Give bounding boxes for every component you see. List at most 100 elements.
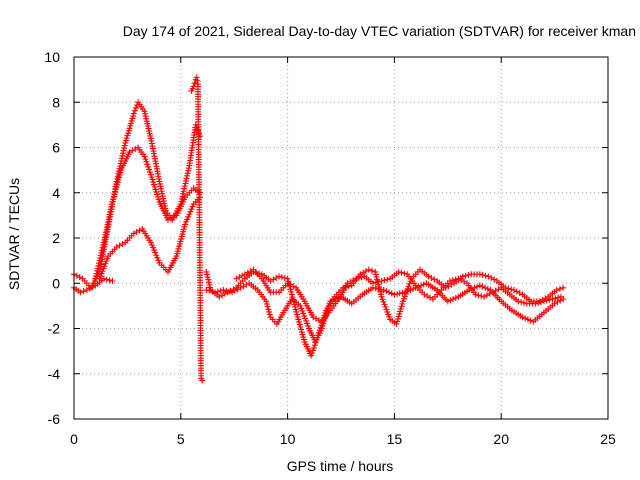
data-point-trail xyxy=(440,280,451,291)
data-point-trail xyxy=(500,286,511,296)
data-point-trail xyxy=(73,272,83,281)
data-point-trail xyxy=(253,269,263,277)
data-point-trail xyxy=(337,282,350,300)
data-point xyxy=(130,110,137,117)
data-point-trail xyxy=(405,273,418,287)
data-point xyxy=(402,289,409,296)
data-point xyxy=(459,273,466,280)
data-point xyxy=(211,289,218,296)
data-point-trail xyxy=(270,274,280,283)
data-point-trail xyxy=(289,294,301,320)
data-point-trail xyxy=(383,288,395,297)
data-point xyxy=(515,298,522,305)
data-point-trail xyxy=(530,298,540,305)
data-point-trail xyxy=(97,226,111,273)
data-point-trail xyxy=(410,268,421,280)
data-point-trail xyxy=(119,151,132,171)
data-point-trail xyxy=(92,242,107,280)
data-point-trail xyxy=(547,288,558,299)
data-point xyxy=(263,298,270,305)
data-points xyxy=(71,74,567,384)
data-point xyxy=(519,314,526,321)
data-point-trail xyxy=(148,137,162,182)
data-point-trail xyxy=(184,187,195,199)
data-point-trail xyxy=(295,318,307,343)
data-point-trail xyxy=(368,267,375,274)
data-point-trail xyxy=(554,297,564,306)
data-point-trail xyxy=(131,102,141,114)
data-point-trail xyxy=(219,290,228,299)
data-point xyxy=(109,277,116,284)
data-point xyxy=(511,287,518,294)
data-point xyxy=(532,300,539,307)
data-point-trail xyxy=(521,293,532,303)
data-point-trail xyxy=(167,213,177,222)
data-point xyxy=(549,296,556,303)
x-tick-label: 20 xyxy=(493,431,509,447)
axes: 0 5 10 15 20 25 -6 -4 -2 0 2 4 6 8 10 xyxy=(44,49,616,447)
data-point xyxy=(370,280,377,287)
data-point-trail xyxy=(543,302,556,314)
data-point-trail xyxy=(360,268,369,276)
x-tick-label: 0 xyxy=(70,431,78,447)
data-point-trail xyxy=(157,201,170,221)
data-point-trail xyxy=(124,232,135,244)
data-point-trail xyxy=(231,286,241,294)
data-point-trail xyxy=(457,288,471,299)
data-point-trail xyxy=(511,308,524,319)
data-point-trail xyxy=(107,246,118,257)
y-tick-label: 4 xyxy=(52,185,60,201)
data-point-trail xyxy=(81,277,92,289)
data-point-trail xyxy=(103,276,113,284)
data-point xyxy=(481,293,488,300)
data-point-trail xyxy=(431,289,443,300)
y-tick-label: 6 xyxy=(52,140,60,156)
data-point xyxy=(220,287,227,294)
data-point-trail xyxy=(186,124,199,167)
data-point-trail xyxy=(97,255,111,280)
data-point xyxy=(476,271,483,278)
data-point-trail xyxy=(235,277,246,289)
data-point-trail xyxy=(101,201,115,243)
data-point-trail xyxy=(492,286,502,294)
data-point-trail xyxy=(278,274,288,281)
data-point-trail xyxy=(361,286,374,297)
data-point-trail xyxy=(174,196,188,217)
data-point-trail xyxy=(287,281,297,290)
data-point-trail xyxy=(458,277,468,285)
data-point-trail xyxy=(435,288,450,303)
data-point-trail xyxy=(248,281,259,292)
data-point xyxy=(476,282,483,289)
data-point-trail xyxy=(227,286,237,294)
data-point-trail xyxy=(313,327,324,343)
data-point-trail xyxy=(86,284,96,292)
data-point-trail xyxy=(447,294,459,304)
data-point xyxy=(327,298,334,305)
data-point-trail xyxy=(269,316,278,325)
data-point-trail xyxy=(206,287,216,295)
y-tick-label: 8 xyxy=(52,94,60,110)
data-point xyxy=(446,277,453,284)
data-point-trail xyxy=(428,274,438,283)
data-point-trail xyxy=(522,315,534,324)
data-point-trail xyxy=(142,110,154,139)
data-point-trail xyxy=(500,300,513,312)
data-point-trail xyxy=(236,272,246,281)
y-tick-label: 10 xyxy=(44,49,60,65)
data-point xyxy=(141,153,148,160)
data-point-trail xyxy=(214,287,224,295)
data-point-trail xyxy=(240,281,250,290)
data-point-trail xyxy=(252,268,263,280)
data-point-trail xyxy=(419,268,430,278)
data-point-trail xyxy=(526,300,536,307)
data-point-trail xyxy=(535,299,545,306)
data-point-trail xyxy=(148,242,162,264)
data-point-trail xyxy=(518,299,527,306)
data-point xyxy=(199,377,206,384)
data-point-trail xyxy=(291,297,302,308)
data-point-trail xyxy=(192,186,201,195)
data-point-trail xyxy=(204,271,214,291)
data-point xyxy=(380,287,387,294)
data-point-trail xyxy=(194,83,205,379)
